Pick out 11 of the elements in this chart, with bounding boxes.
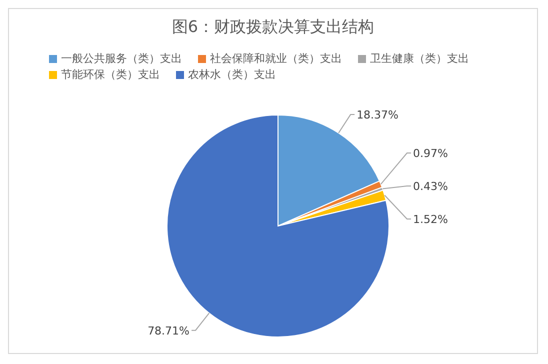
data-label: 1.52% <box>413 213 448 226</box>
legend-label: 一般公共服务（类）支出 <box>60 51 182 67</box>
data-label: 18.37% <box>356 108 399 122</box>
data-label: 0.43% <box>413 180 448 193</box>
legend-label: 社会保障和就业（类）支出 <box>209 51 342 67</box>
legend-label: 节能环保（类）支出 <box>60 67 160 83</box>
legend-label: 卫生健康（类）支出 <box>369 51 469 67</box>
chart-title: 图6：财政拨款决算支出结构 <box>170 16 376 38</box>
data-label: 0.97% <box>413 147 448 160</box>
data-label: 78.71% <box>148 324 190 338</box>
legend-label: 农林水（类）支出 <box>187 67 276 83</box>
